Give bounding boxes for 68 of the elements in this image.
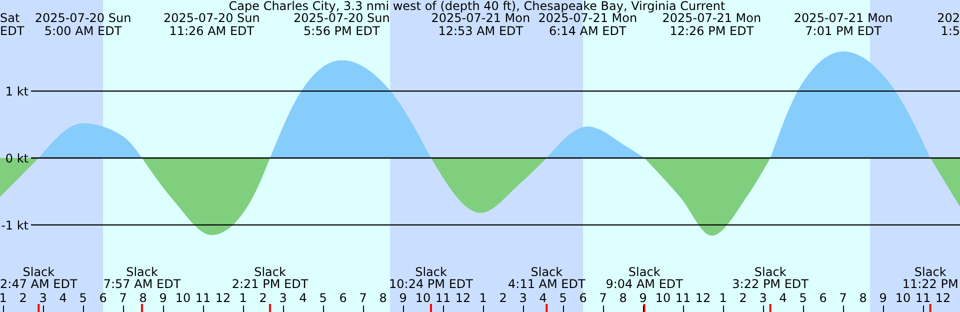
annotation: Slack 3:22 PM EDT xyxy=(732,265,810,291)
x-tick-label: 4 xyxy=(59,291,67,305)
y-tick-label: 1 kt xyxy=(5,84,29,99)
x-tick-label: 5 xyxy=(559,291,567,305)
annotation: Slack 9:04 AM EDT xyxy=(606,265,684,291)
x-tick-label: 11 xyxy=(195,291,211,305)
y-tick-label: -1 kt xyxy=(1,218,29,232)
x-tick-label: 1 xyxy=(0,291,7,305)
chart-title: Cape Charles City, 3.3 nmi west of (depth 40 ft), Chesapeake Bay, Virginia Current xyxy=(228,0,726,13)
x-tick-label: 8 xyxy=(619,291,627,305)
x-tick-label: 7 xyxy=(359,291,367,305)
x-tick-label: 6 xyxy=(99,291,107,305)
x-tick-label: 2 xyxy=(739,291,747,305)
x-tick-label: 9 xyxy=(879,291,887,305)
annotation: 202 1:5 xyxy=(937,11,960,38)
annotation: 2025-07-21 Mon 7:01 PM EDT xyxy=(794,11,893,38)
x-tick-label: 11 xyxy=(915,291,931,305)
annotation: Slack 10:24 PM EDT xyxy=(389,265,474,291)
x-tick-label: 3 xyxy=(279,291,287,305)
annotation: 2025-07-21 Mon 12:53 AM EDT xyxy=(431,11,530,38)
x-tick-label: 2 xyxy=(499,291,507,305)
x-tick-label: 1 xyxy=(719,291,727,305)
x-tick-label: 10 xyxy=(175,291,191,305)
x-tick-label: 7 xyxy=(599,291,607,305)
x-tick-label: 4 xyxy=(539,291,547,305)
x-tick-label: 4 xyxy=(299,291,307,305)
x-tick-label: 5 xyxy=(79,291,87,305)
x-tick-label: 9 xyxy=(159,291,167,305)
annotation: Slack 11:22 PM xyxy=(902,265,958,291)
x-tick-label: 12 xyxy=(935,291,951,305)
annotation: Slack 2:47 AM EDT xyxy=(0,265,78,291)
x-tick-label: 3 xyxy=(759,291,767,305)
annotation: Slack 2:21 PM EDT xyxy=(232,265,309,291)
x-tick-label: 6 xyxy=(579,291,587,305)
x-tick-label: 6 xyxy=(339,291,347,305)
annotation: 2025-07-20 Sun 5:00 AM EDT xyxy=(34,11,132,38)
x-tick-label: 12 xyxy=(455,291,471,305)
annotation: 2025-07-21 Mon 6:14 AM EDT xyxy=(538,11,638,38)
x-tick-label: 5 xyxy=(319,291,327,305)
x-tick-label: 4 xyxy=(779,291,787,305)
x-tick-label: 11 xyxy=(675,291,691,305)
annotation: Sat EDT xyxy=(0,11,25,38)
x-tick-label: 8 xyxy=(139,291,147,305)
x-tick-label: 12 xyxy=(215,291,231,305)
x-tick-label: 7 xyxy=(119,291,127,305)
annotation: 2025-07-20 Sun 5:56 PM EDT xyxy=(293,11,390,38)
annotation: 2025-07-21 Mon 12:26 PM EDT xyxy=(662,11,762,38)
x-tick-label: 8 xyxy=(859,291,867,305)
x-tick-label: 1 xyxy=(239,291,247,305)
x-tick-label: 5 xyxy=(799,291,807,305)
x-tick-label: 2 xyxy=(259,291,267,305)
x-tick-label: 12 xyxy=(695,291,711,305)
x-tick-label: 7 xyxy=(839,291,847,305)
x-tick-label: 11 xyxy=(435,291,451,305)
x-tick-label: 10 xyxy=(415,291,431,305)
x-tick-label: 1 xyxy=(479,291,487,305)
x-tick-label: 3 xyxy=(39,291,47,305)
x-tick-label: 2 xyxy=(19,291,27,305)
x-tick-label: 3 xyxy=(519,291,527,305)
x-tick-label: 10 xyxy=(655,291,671,305)
x-tick-label: 9 xyxy=(399,291,407,305)
x-tick-label: 6 xyxy=(819,291,827,305)
annotation: Slack 7:57 AM EDT xyxy=(103,265,182,291)
x-tick-label: 9 xyxy=(639,291,647,305)
annotation: 2025-07-20 Sun 11:26 AM EDT xyxy=(163,11,260,38)
x-tick-label: 8 xyxy=(379,291,387,305)
x-tick-label: 10 xyxy=(895,291,911,305)
annotation: Slack 4:11 AM EDT xyxy=(508,265,586,291)
